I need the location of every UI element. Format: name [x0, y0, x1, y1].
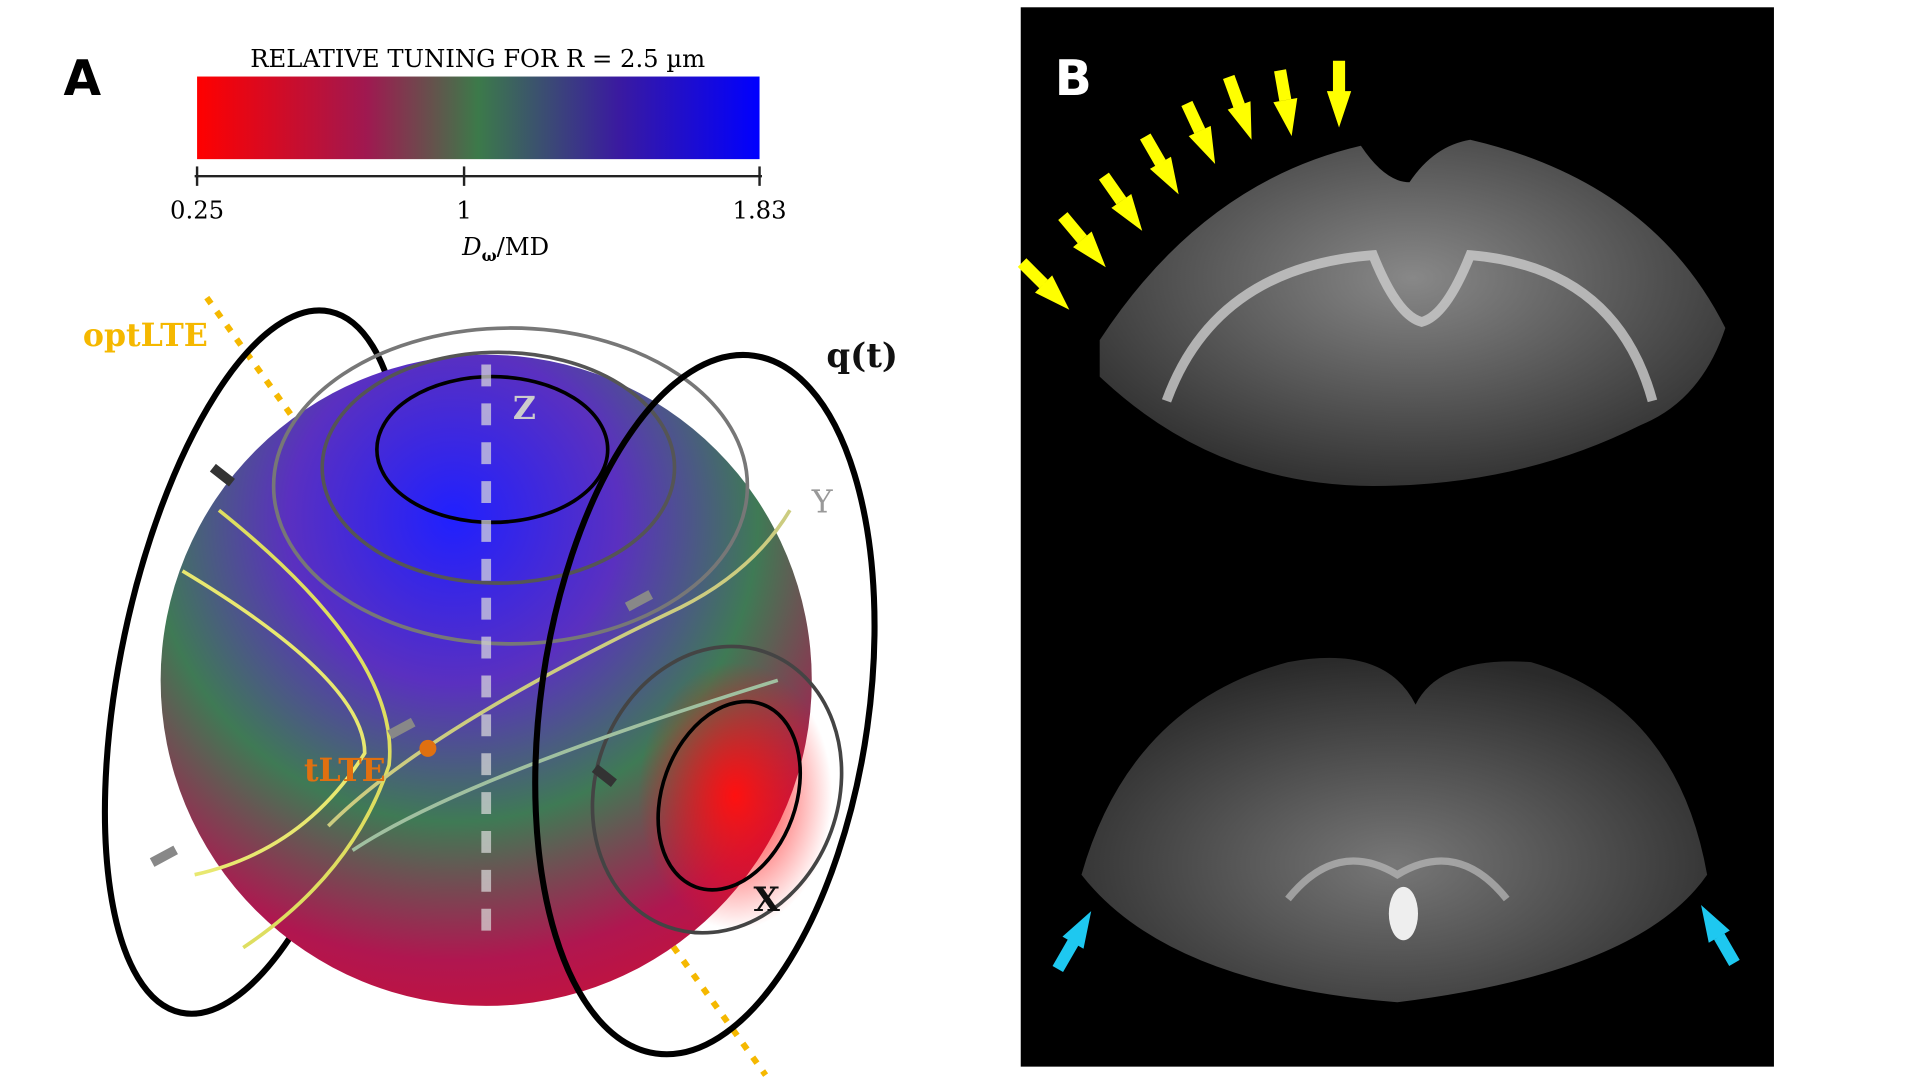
white-matter	[1161, 249, 1658, 403]
mri-slice	[1081, 657, 1708, 1003]
colorbar-tick-label: 0.25	[170, 196, 224, 225]
colorbar-ticks: 0.25 1 1.83	[170, 166, 787, 225]
annotation: Z	[513, 390, 536, 427]
sphere-figure: optLTE tLTE q(t) Z Y X	[83, 295, 898, 1077]
symbol: D	[461, 232, 481, 261]
colorbar-tick-label: 1.83	[733, 196, 787, 225]
bright-spot	[1388, 886, 1418, 941]
panel-label: A	[63, 51, 101, 107]
subscript: ω	[482, 246, 497, 265]
yellow-arrows	[1017, 60, 1352, 310]
annotation: X	[753, 880, 780, 920]
annotation: optLTE	[83, 317, 208, 354]
q-trajectory	[532, 351, 878, 1058]
colorbar-tick-label: 1	[456, 196, 471, 225]
annotation: Y	[811, 485, 834, 521]
panel-label: B	[1055, 51, 1092, 107]
annotation: q(t)	[826, 336, 898, 376]
colorbar-axis-label: Dω/MD	[461, 232, 549, 265]
contours	[181, 326, 844, 950]
hot-region	[638, 662, 833, 930]
colorbar-title: RELATIVE TUNING FOR R = 2.5 µm	[250, 44, 705, 73]
unit: /MD	[497, 232, 550, 261]
cyan-arrows	[1052, 905, 1740, 973]
tlte-point	[419, 739, 437, 757]
annotation: tLTE	[304, 752, 386, 789]
white-matter	[1285, 857, 1510, 902]
colorbar	[197, 76, 760, 160]
